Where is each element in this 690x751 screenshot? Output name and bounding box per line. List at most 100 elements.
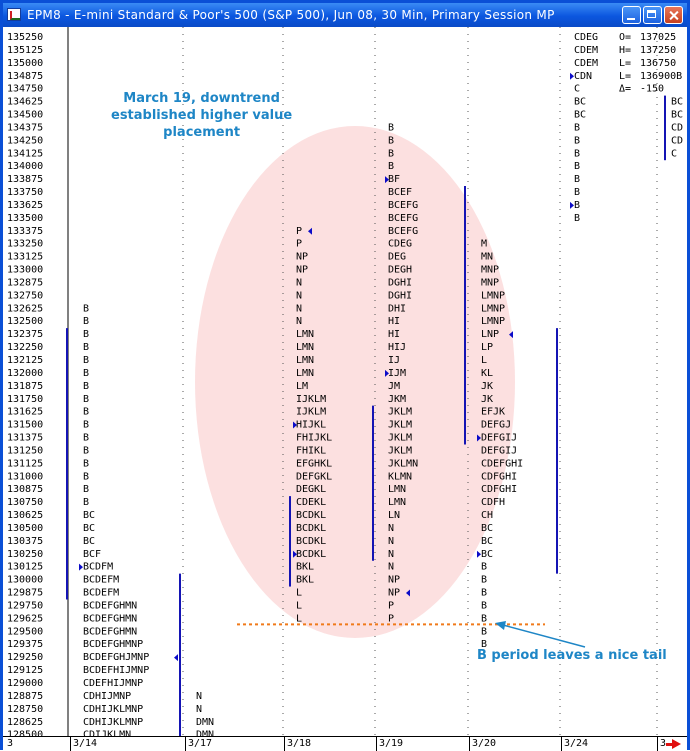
- tpo-letters: JKLMN: [388, 458, 418, 469]
- tpo-letters: LMN: [388, 484, 406, 495]
- tpo-letters: JK: [481, 381, 493, 392]
- tpo-letters: DEGH: [388, 265, 412, 276]
- price-label: 130125: [7, 562, 43, 573]
- price-label: 130625: [7, 510, 43, 521]
- price-label: 133000: [7, 265, 43, 276]
- tpo-letters: NP: [296, 265, 308, 276]
- tpo-letters: LP: [481, 342, 493, 353]
- tpo-letters: B: [83, 355, 89, 366]
- tpo-letters: FHIJKL: [296, 433, 332, 444]
- close-button[interactable]: [664, 6, 683, 24]
- tpo-letters: B: [574, 135, 580, 146]
- date-label: 3/19: [379, 738, 404, 749]
- tpo-letters: B: [481, 600, 487, 611]
- tpo-letters: CDFGHI: [481, 471, 517, 482]
- annotation-value-placement: March 19, downtrend established higher v…: [111, 90, 292, 141]
- tpo-letters: CDN: [574, 71, 592, 82]
- tpo-letters: B: [481, 562, 487, 573]
- tpo-letters: N: [196, 691, 202, 702]
- price-label: 134250: [7, 135, 43, 146]
- tpo-letters: B: [574, 148, 580, 159]
- tpo-letters: IJKLM: [296, 394, 326, 405]
- tpo-letters: BC: [574, 97, 586, 108]
- tpo-letters: DGHI: [388, 290, 412, 301]
- tpo-marker-triangle: [570, 201, 574, 209]
- price-label: 132750: [7, 290, 43, 301]
- tpo-marker-triangle: [79, 563, 83, 571]
- tpo-letters: B: [83, 381, 89, 392]
- title-bar[interactable]: EPM8 - E-mini Standard & Poor's 500 (S&P…: [3, 3, 687, 27]
- tpo-letters: L: [296, 600, 302, 611]
- tpo-letters: B: [83, 433, 89, 444]
- tpo-letters: DEFGIJ: [481, 433, 517, 444]
- price-label: 130000: [7, 575, 43, 586]
- tpo-letters: LMN: [296, 342, 314, 353]
- price-label: 134375: [7, 122, 43, 133]
- tpo-letters: JKLM: [388, 407, 412, 418]
- price-label: 132375: [7, 329, 43, 340]
- date-label: 3/14: [73, 738, 98, 749]
- price-label: 133500: [7, 213, 43, 224]
- tpo-letters: BCF: [83, 549, 101, 560]
- tpo-letters: BCDEFGHMN: [83, 626, 137, 637]
- minimize-button[interactable]: [622, 6, 641, 24]
- date-tick: [376, 737, 377, 751]
- tpo-letters: B: [388, 135, 394, 146]
- market-profile-svg: 135250 135125 135000 134875 134750 134625 1345…: [7, 27, 683, 736]
- tpo-letters: BC: [83, 523, 95, 534]
- tpo-letters: JKLM: [388, 420, 412, 431]
- tpo-marker-triangle: [293, 550, 297, 558]
- date-tick: [185, 737, 186, 751]
- tpo-letters: BC: [671, 97, 683, 108]
- price-label: 131375: [7, 433, 43, 444]
- tpo-letters: B: [83, 368, 89, 379]
- price-label: 132000: [7, 368, 43, 379]
- tpo-letters: DEG: [388, 252, 406, 263]
- stat-value: 137025: [640, 32, 676, 43]
- tpo-letters: BCDEFGHMN: [83, 613, 137, 624]
- tpo-letters: EFJK: [481, 407, 505, 418]
- price-label: 128875: [7, 691, 43, 702]
- tpo-letters: B: [574, 187, 580, 198]
- date-axis[interactable]: 3 3/14 3/17 3/18 3/19 3/20 3/24 3: [3, 736, 687, 751]
- annotation-b-tail: B period leaves a nice tail: [477, 648, 667, 663]
- tpo-letters: BCDEFGHMN: [83, 600, 137, 611]
- price-label: 132500: [7, 316, 43, 327]
- tpo-letters: B: [83, 316, 89, 327]
- tpo-letters: CH: [481, 510, 493, 521]
- tpo-letters: CD: [671, 135, 683, 146]
- tpo-letters: BCDEFGHJMNP: [83, 652, 149, 663]
- tpo-letters: BF: [388, 174, 400, 185]
- annotation-line: placement: [163, 125, 241, 140]
- tpo-letters: B: [83, 394, 89, 405]
- tpo-letters: BC: [481, 536, 493, 547]
- tpo-letters: B: [388, 161, 394, 172]
- price-label: 135000: [7, 58, 43, 69]
- tpo-letters: BC: [481, 549, 493, 560]
- tpo-letters: B: [574, 213, 580, 224]
- stat-label: L=: [619, 58, 631, 69]
- tpo-letters: BCEFG: [388, 226, 418, 237]
- tpo-letters: B: [83, 342, 89, 353]
- tpo-letters: BC: [481, 523, 493, 534]
- maximize-button[interactable]: [643, 6, 662, 24]
- stat-value: 137250: [640, 45, 676, 56]
- tpo-letters: B: [481, 575, 487, 586]
- tpo-letters: HIJ: [388, 342, 406, 353]
- price-label: 133250: [7, 239, 43, 250]
- tpo-letters: KL: [481, 368, 493, 379]
- tpo-letters: CDEM: [574, 45, 598, 56]
- price-label: 131000: [7, 471, 43, 482]
- tpo-letters: CD: [671, 122, 683, 133]
- tpo-letters: N: [296, 303, 302, 314]
- tpo-letters: DMN: [196, 717, 214, 728]
- highlight-ellipse: [195, 126, 515, 638]
- tpo-letters: NP: [388, 588, 400, 599]
- price-label: 134125: [7, 148, 43, 159]
- tpo-letters: JKLM: [388, 433, 412, 444]
- price-label: 130500: [7, 523, 43, 534]
- tpo-letters: B: [83, 497, 89, 508]
- tpo-letters: CDHIJKLMNP: [83, 704, 143, 715]
- scroll-right-arrow-icon[interactable]: [666, 739, 681, 749]
- tpo-marker-triangle: [385, 176, 389, 184]
